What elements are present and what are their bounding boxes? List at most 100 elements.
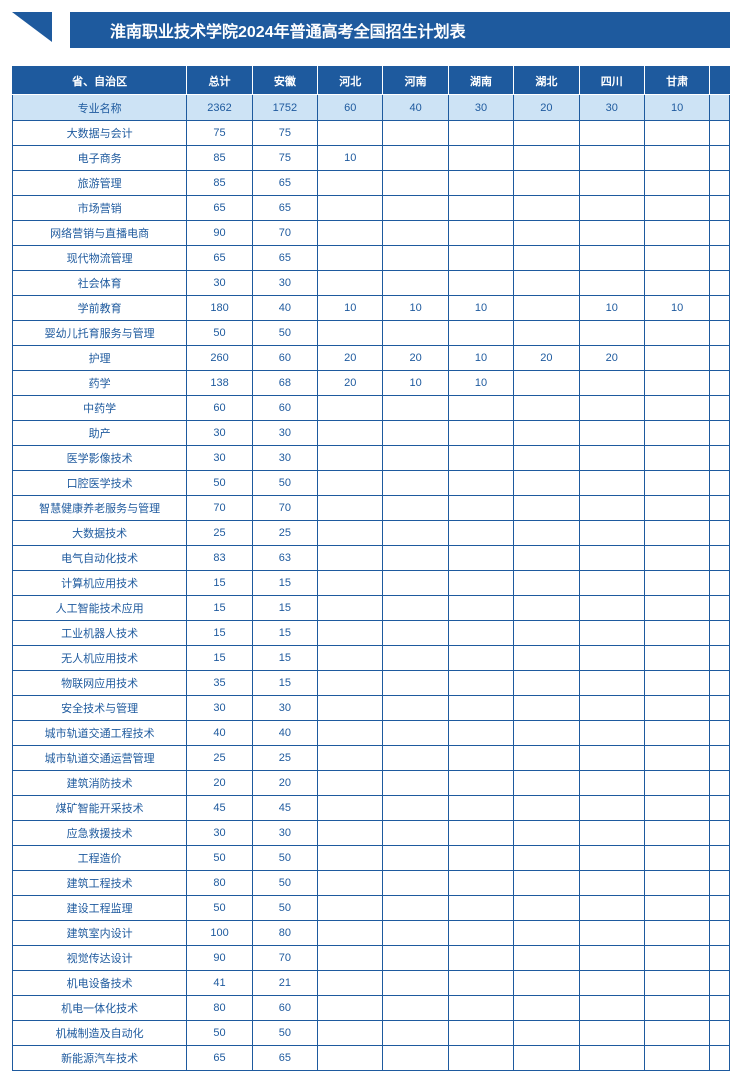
- table-row: 中药学6060: [13, 396, 730, 421]
- value-cell: 60: [252, 996, 317, 1021]
- value-cell: [318, 821, 383, 846]
- sub-header-cell: 30: [579, 95, 644, 121]
- table-row: 大数据与会计7575: [13, 121, 730, 146]
- table-row: 建筑室内设计10080: [13, 921, 730, 946]
- value-cell: [448, 171, 513, 196]
- value-cell: [579, 1021, 644, 1046]
- value-cell: [644, 571, 709, 596]
- major-cell: 现代物流管理: [13, 246, 187, 271]
- value-cell: [579, 871, 644, 896]
- value-cell: [579, 196, 644, 221]
- value-cell: [383, 1046, 448, 1071]
- header-cell: 总计: [187, 67, 252, 95]
- value-cell: [579, 721, 644, 746]
- value-cell: [710, 971, 730, 996]
- value-cell: 10: [383, 371, 448, 396]
- value-cell: [383, 946, 448, 971]
- value-cell: [644, 671, 709, 696]
- major-cell: 煤矿智能开采技术: [13, 796, 187, 821]
- value-cell: [514, 171, 579, 196]
- value-cell: [448, 421, 513, 446]
- value-cell: [710, 871, 730, 896]
- value-cell: [318, 971, 383, 996]
- major-cell: 护理: [13, 346, 187, 371]
- value-cell: [448, 621, 513, 646]
- value-cell: [318, 646, 383, 671]
- value-cell: [514, 121, 579, 146]
- value-cell: 65: [252, 171, 317, 196]
- value-cell: 70: [252, 496, 317, 521]
- value-cell: [383, 646, 448, 671]
- value-cell: [514, 696, 579, 721]
- value-cell: [710, 996, 730, 1021]
- value-cell: [579, 996, 644, 1021]
- value-cell: 260: [187, 346, 252, 371]
- value-cell: 50: [252, 846, 317, 871]
- value-cell: 15: [252, 621, 317, 646]
- value-cell: 15: [187, 646, 252, 671]
- value-cell: [579, 396, 644, 421]
- value-cell: [579, 646, 644, 671]
- value-cell: 25: [252, 746, 317, 771]
- value-cell: 80: [187, 871, 252, 896]
- value-cell: [710, 371, 730, 396]
- value-cell: [514, 671, 579, 696]
- value-cell: 60: [187, 396, 252, 421]
- value-cell: [514, 646, 579, 671]
- value-cell: 65: [252, 196, 317, 221]
- value-cell: 100: [187, 921, 252, 946]
- value-cell: [383, 921, 448, 946]
- value-cell: 50: [252, 896, 317, 921]
- value-cell: [579, 246, 644, 271]
- table-row: 大数据技术2525: [13, 521, 730, 546]
- value-cell: 50: [252, 1021, 317, 1046]
- sub-header-cell: 1752: [252, 95, 317, 121]
- major-cell: 建筑消防技术: [13, 771, 187, 796]
- value-cell: [514, 146, 579, 171]
- value-cell: [318, 121, 383, 146]
- value-cell: 30: [187, 421, 252, 446]
- value-cell: [710, 896, 730, 921]
- value-cell: 30: [252, 446, 317, 471]
- header-cell: 甘肃: [644, 67, 709, 95]
- value-cell: [318, 921, 383, 946]
- sub-header-cell: 20: [514, 95, 579, 121]
- table-row: 药学13868201010: [13, 371, 730, 396]
- header-cell: 安徽: [252, 67, 317, 95]
- value-cell: 30: [252, 696, 317, 721]
- value-cell: [514, 396, 579, 421]
- value-cell: 15: [252, 571, 317, 596]
- value-cell: 65: [252, 1046, 317, 1071]
- value-cell: [710, 721, 730, 746]
- table-row: 婴幼儿托育服务与管理5050: [13, 321, 730, 346]
- value-cell: [579, 546, 644, 571]
- value-cell: [579, 746, 644, 771]
- major-cell: 市场营销: [13, 196, 187, 221]
- value-cell: [383, 996, 448, 1021]
- header-cell: 省、自治区: [13, 67, 187, 95]
- table-row: 新能源汽车技术6565: [13, 1046, 730, 1071]
- value-cell: [514, 971, 579, 996]
- value-cell: [514, 546, 579, 571]
- major-cell: 大数据与会计: [13, 121, 187, 146]
- value-cell: 35: [187, 671, 252, 696]
- value-cell: [644, 421, 709, 446]
- value-cell: [514, 846, 579, 871]
- major-cell: 口腔医学技术: [13, 471, 187, 496]
- value-cell: [710, 671, 730, 696]
- value-cell: [514, 1046, 579, 1071]
- value-cell: 45: [187, 796, 252, 821]
- value-cell: [514, 371, 579, 396]
- value-cell: 70: [252, 946, 317, 971]
- header-cell: [710, 67, 730, 95]
- value-cell: 60: [252, 346, 317, 371]
- value-cell: [318, 421, 383, 446]
- value-cell: [710, 1021, 730, 1046]
- value-cell: [579, 896, 644, 921]
- value-cell: [579, 121, 644, 146]
- major-cell: 计算机应用技术: [13, 571, 187, 596]
- value-cell: [383, 321, 448, 346]
- value-cell: [579, 421, 644, 446]
- value-cell: [579, 521, 644, 546]
- value-cell: [514, 821, 579, 846]
